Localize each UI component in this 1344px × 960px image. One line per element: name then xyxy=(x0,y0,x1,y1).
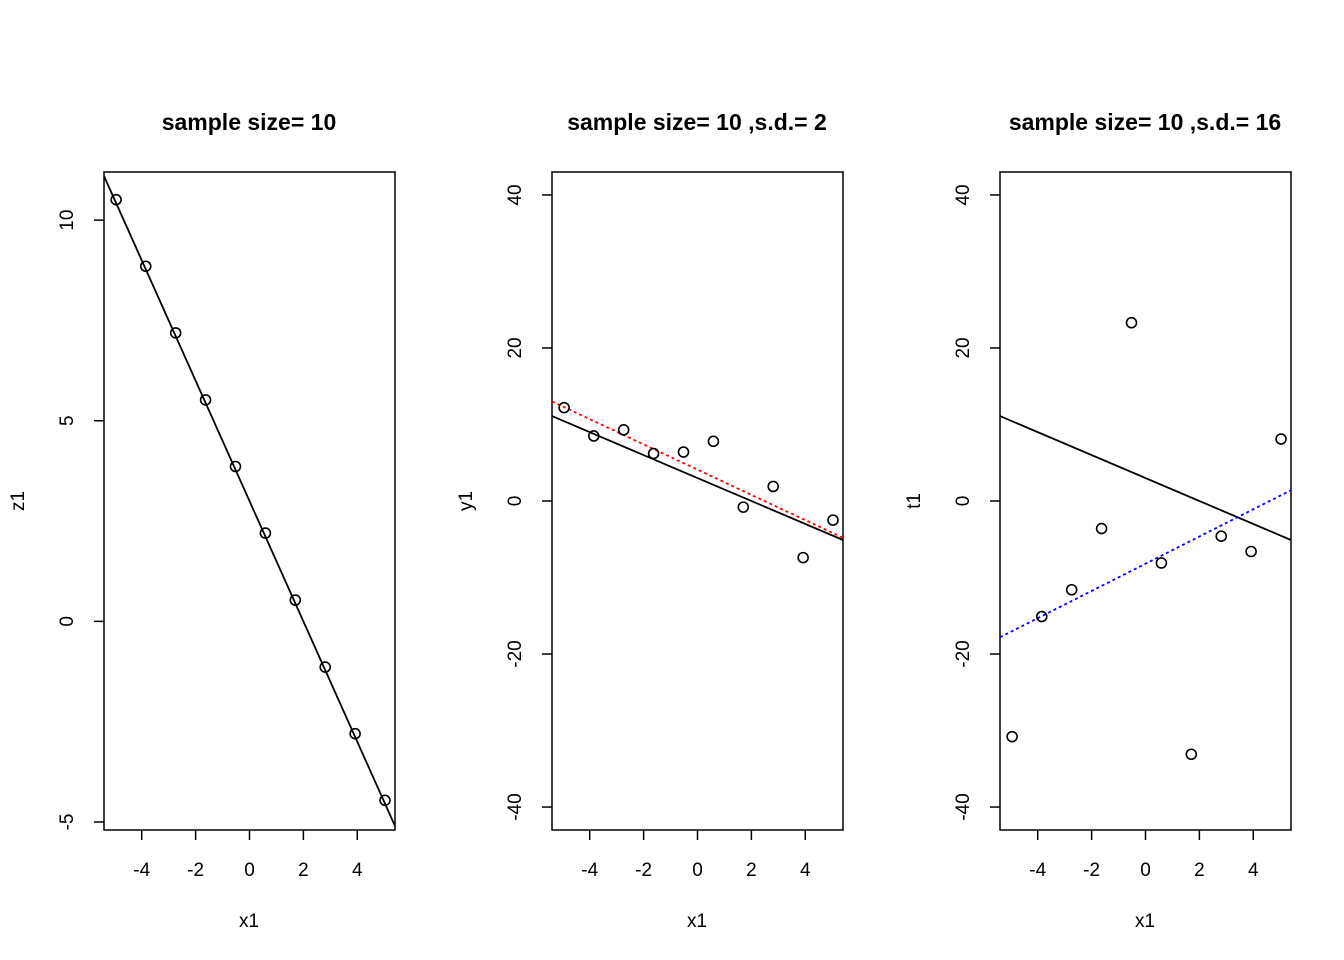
data-point xyxy=(259,527,272,539)
x-tick-label: -4 xyxy=(1029,860,1046,881)
panel-title: sample size= 10 ,s.d.= 2 xyxy=(567,109,827,135)
panel-t1-vs-x1: sample size= 10 ,s.d.= 16 x1 t1 -4 -2 0 2 4-… xyxy=(904,109,1292,932)
y-tick-label: 20 xyxy=(505,337,526,358)
data-point xyxy=(1185,748,1198,761)
data-point xyxy=(1125,316,1138,329)
y-tick-label: -20 xyxy=(953,640,974,667)
panel-title: sample size= 10 ,s.d.= 16 xyxy=(1009,109,1281,135)
data-point xyxy=(199,394,212,406)
plot-area: -4 -2 0 2 4 -5 0 5 10 xyxy=(57,171,396,881)
data-point xyxy=(647,447,660,460)
data-point xyxy=(349,727,361,740)
data-point xyxy=(587,430,600,442)
regression-line-solid xyxy=(104,175,395,827)
y-tick-label: -5 xyxy=(57,814,78,831)
x-tick-label: 0 xyxy=(692,860,703,881)
x-tick-label: -2 xyxy=(635,860,652,881)
data-point xyxy=(1065,583,1078,596)
x-axis-label: x1 xyxy=(687,911,707,932)
data-point xyxy=(677,446,690,458)
plot-frame xyxy=(999,171,1292,831)
x-tick-label: 2 xyxy=(1194,860,1205,881)
data-point xyxy=(110,193,122,206)
x-axis-label: x1 xyxy=(1135,911,1155,932)
data-point xyxy=(379,794,391,807)
y-axis-label: t1 xyxy=(904,493,925,509)
x-tick-label: 2 xyxy=(298,860,309,881)
x-tick-label: -2 xyxy=(187,860,204,881)
data-point xyxy=(827,514,839,526)
x-tick-label: 2 xyxy=(746,860,757,881)
data-point xyxy=(169,327,182,339)
x-tick-label: 4 xyxy=(1248,860,1259,881)
data-point xyxy=(1006,730,1018,743)
panel-y1-vs-x1: sample size= 10 ,s.d.= 2 x1 y1 -4 -2 0 2 4-4… xyxy=(456,109,844,932)
data-point xyxy=(1215,530,1228,542)
x-tick-label: 0 xyxy=(244,860,255,881)
data-point xyxy=(319,661,332,673)
data-point xyxy=(1155,557,1168,569)
x-axis-label: x1 xyxy=(239,911,259,932)
panel-title: sample size= 10 xyxy=(162,109,337,135)
panel-z1-vs-x1: sample size= 10 x1 z1 -4 -2 0 2 4 -5 0 5 10 xyxy=(8,109,396,932)
data-point xyxy=(289,594,302,606)
data-point xyxy=(229,460,242,473)
data-point xyxy=(1245,545,1257,558)
regression-line-dotted xyxy=(552,400,843,539)
y-tick-label: 0 xyxy=(505,496,526,507)
regression-line-dotted xyxy=(1000,489,1291,639)
y-tick-label: -40 xyxy=(505,793,526,820)
data-point xyxy=(797,551,809,564)
x-tick-label: -4 xyxy=(581,860,598,881)
data-point xyxy=(767,480,780,493)
x-tick-label: -2 xyxy=(1083,860,1100,881)
plot-frame xyxy=(551,171,844,831)
x-tick-label: 0 xyxy=(1140,860,1151,881)
y-tick-label: 40 xyxy=(953,184,974,205)
x-tick-label: 4 xyxy=(352,860,363,881)
data-point xyxy=(617,424,630,436)
y-tick-label: 40 xyxy=(505,184,526,205)
data-point xyxy=(737,501,750,513)
data-point xyxy=(1035,610,1048,623)
data-point xyxy=(139,260,152,273)
y-tick-label: -20 xyxy=(505,640,526,667)
x-tick-label: 4 xyxy=(800,860,811,881)
y-tick-label: 0 xyxy=(57,616,78,627)
y-axis-label: y1 xyxy=(456,491,477,511)
y-tick-label: 5 xyxy=(57,415,78,426)
y-tick-label: 0 xyxy=(953,496,974,507)
y-axis-label: z1 xyxy=(8,491,29,511)
y-tick-label: -40 xyxy=(953,793,974,820)
data-point xyxy=(1275,433,1287,445)
x-tick-label: -4 xyxy=(133,860,150,881)
data-point xyxy=(707,435,720,448)
y-tick-label: 10 xyxy=(57,210,78,231)
data-point xyxy=(1095,522,1108,535)
y-tick-label: 20 xyxy=(953,337,974,358)
data-point xyxy=(558,401,570,414)
regression-line-solid xyxy=(1000,415,1291,541)
regression-line-solid xyxy=(552,415,843,541)
